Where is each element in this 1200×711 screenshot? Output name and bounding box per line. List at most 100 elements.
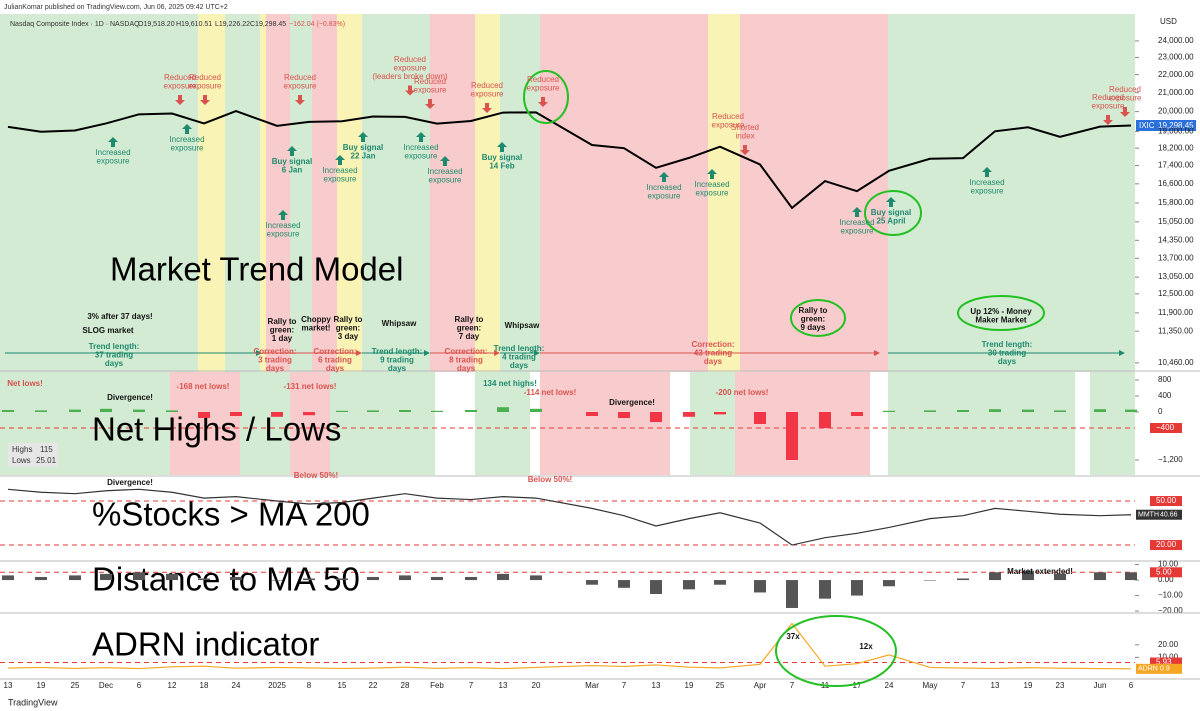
bar [714,412,726,415]
down-arrow [740,145,750,155]
bar [851,412,863,416]
band [888,372,1075,475]
annotation-text: Reduced [394,55,426,64]
bar [618,412,630,418]
bar [303,578,315,581]
annotation-text: 22 Jan [351,152,376,161]
panel-title: ADRN indicator [92,626,319,663]
annotation-text: green: [457,324,481,333]
bar [431,410,443,412]
annotation-text: exposure [284,82,317,91]
x-tick-label: 15 [338,681,347,690]
arrow-head [424,350,430,356]
publisher: JulianKomar published on TradingView.com… [4,4,228,11]
annotation-text: Increased [95,148,130,157]
series-name: ADRN [1138,666,1158,673]
annotation-text: 6 trading [318,356,352,365]
annotation: SLOG market [82,326,133,335]
bar [924,580,936,581]
x-tick-label: Dec [99,681,113,690]
bar [883,580,895,587]
bar [230,412,242,416]
annotation-text: 3 day [338,332,359,341]
bar [2,575,14,581]
x-tick-label: 23 [1056,681,1065,690]
x-tick-label: 13 [991,681,1000,690]
bar [336,578,348,581]
annotation-text: Trend length: [494,344,545,353]
series-last: 40.66 [1160,512,1178,519]
x-tick-label: 24 [885,681,894,690]
bar [1022,409,1034,412]
annotation-text: exposure [97,157,130,166]
threshold-tag [1150,423,1182,433]
down-arrow [175,95,185,105]
box [8,443,58,467]
bar [1125,572,1137,581]
bar [883,410,895,412]
threshold-label: 50.00 [1156,496,1177,505]
arrow-head [494,350,500,356]
highs-lows-box: Highs 115 Lows 25.01 [8,443,58,467]
y-tick-label: 0.00 [1158,575,1174,584]
up-arrow [287,146,297,156]
bar [650,412,662,422]
annotation-text: Buy signal [343,143,383,152]
down-arrow [482,103,492,113]
highlight [790,299,846,337]
band [708,14,740,372]
arrow-head [534,350,540,356]
annotation-text: Shorted [731,123,759,132]
band [540,372,670,475]
x-tick-label: 7 [469,681,474,690]
band [266,14,290,372]
annotation-text: Net lows! [7,379,43,388]
bar [133,409,145,412]
x-tick-label: 12 [168,681,177,690]
bar [35,410,47,412]
annotation-text: Reduced [1109,85,1141,94]
y-tick-label: −1,200 [1158,455,1183,464]
highlight [864,190,922,236]
bar [465,576,477,581]
threshold-label: 5.93 [1156,658,1172,667]
band [540,14,708,372]
bar [1094,572,1106,581]
annotation-text: Reduced [164,73,196,82]
highs: 115 [40,445,53,454]
bar [465,410,477,412]
annotation-text: market! [302,324,331,333]
annotation: -200 net lows! [716,388,769,397]
up-arrow [886,197,896,207]
highlight [775,615,897,687]
x-tick-label: 13 [4,681,13,690]
annotation: Divergence! [107,393,153,402]
y-tick-label: 13,700.00 [1158,253,1194,262]
threshold-tag [1150,540,1182,551]
annotation-text: exposure [1109,94,1142,103]
arrow-head [256,350,262,356]
threshold-label: 5.00 [1156,567,1172,576]
x-tick-label: 18 [200,681,209,690]
y-tick-label: 10.00 [1158,652,1179,661]
annotation-text: exposure [696,189,729,198]
annotation-text: exposure [414,86,447,95]
threshold-tag [1150,657,1182,668]
price-line [7,109,1132,210]
annotation: Net lows! [7,379,43,388]
y-tick-label: 11,350.00 [1158,326,1194,335]
down-arrow [1120,107,1130,117]
x-tick-label: Feb [430,681,444,690]
band [225,14,260,372]
band [290,372,330,475]
annotation-text: exposure [712,121,745,130]
